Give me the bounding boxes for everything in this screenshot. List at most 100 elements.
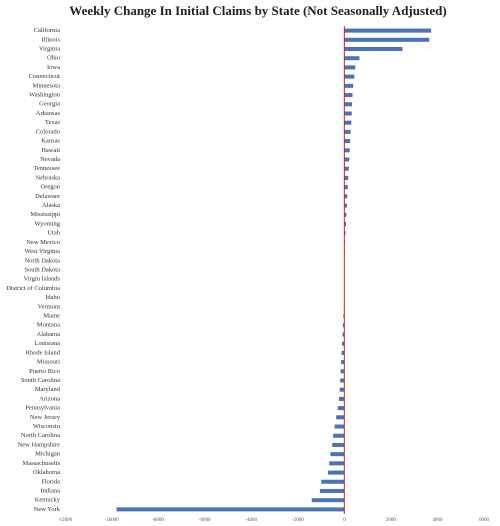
bar (344, 203, 347, 208)
y-tick-label: Montana (37, 322, 60, 329)
y-tick-label: North Carolina (21, 432, 60, 439)
y-tick-label: Oklahoma (33, 469, 60, 476)
y-tick-label: Alaska (42, 202, 60, 209)
y-tick-label: Arkansas (36, 110, 61, 117)
bar (328, 470, 345, 475)
y-tick-label: Vermont (38, 303, 61, 310)
x-tick-label: -10000 (104, 518, 119, 523)
bar (334, 424, 345, 429)
bar (344, 37, 430, 42)
x-tick-label: 0 (343, 518, 346, 523)
bar (330, 452, 345, 457)
y-tick-label: Missouri (37, 359, 60, 366)
y-tick-label: West Virginia (25, 248, 61, 255)
y-tick-label: Louisiana (34, 340, 60, 347)
bar (340, 378, 345, 383)
y-tick-label: Arizona (39, 395, 60, 402)
bar (344, 111, 352, 116)
bar (344, 28, 432, 33)
x-tick-label: 2000 (386, 518, 397, 523)
x-tick-label: 4000 (432, 518, 443, 523)
bar (321, 479, 345, 484)
y-tick-label: Delaware (35, 193, 60, 200)
chart-title: Weekly Change In Initial Claims by State… (69, 3, 446, 18)
y-tick-label: Nebraska (35, 174, 60, 181)
bar (336, 415, 345, 420)
y-tick-label: Wyoming (34, 220, 60, 227)
y-tick-label: Oregon (41, 184, 61, 191)
bar (344, 157, 350, 162)
y-tick-label: South Carolina (21, 377, 60, 384)
bar (344, 74, 355, 79)
y-tick-label: Kentucky (35, 497, 61, 504)
x-tick-label: -4000 (245, 518, 257, 523)
bar (339, 387, 345, 392)
y-tick-label: California (34, 27, 60, 34)
y-tick-label: Virginia (39, 46, 60, 53)
y-tick-label: Michigan (35, 451, 61, 458)
bar (344, 56, 360, 61)
y-tick-label: Indiana (41, 487, 61, 494)
y-tick-label: Massachusetts (22, 460, 60, 467)
bar (337, 406, 345, 411)
bar (329, 461, 345, 466)
bar (332, 442, 345, 447)
y-tick-label: Florida (41, 478, 60, 485)
bar (344, 194, 348, 199)
bar (344, 231, 346, 236)
y-tick-label: Mississippi (30, 211, 60, 218)
y-tick-label: Colorado (36, 128, 60, 135)
bar (344, 93, 353, 98)
y-tick-label: Washington (29, 92, 61, 99)
y-tick-label: District of Columbia (6, 285, 60, 292)
y-tick-label: Tennessee (33, 165, 60, 172)
bar (344, 148, 350, 153)
bar (344, 102, 353, 107)
y-tick-label: Wisconsin (33, 423, 61, 430)
y-tick-label: Puerto Rico (29, 368, 60, 375)
y-tick-label: Utah (47, 230, 60, 237)
bar (342, 341, 345, 346)
y-tick-label: New Jersey (30, 414, 61, 421)
bar (344, 221, 346, 226)
bar (344, 166, 349, 171)
x-tick-label: -12000 (58, 518, 73, 523)
y-tick-label: Iowa (47, 64, 60, 71)
bar (341, 350, 345, 355)
y-tick-label: Georgia (39, 101, 60, 108)
y-tick-label: Alabama (37, 331, 61, 338)
bar (116, 507, 345, 512)
bar (344, 46, 403, 52)
bar (341, 360, 345, 365)
x-tick-label: 6000 (479, 518, 490, 523)
y-tick-label: South Dakota (24, 266, 60, 273)
y-tick-label: Illinois (42, 36, 61, 43)
bar (344, 139, 351, 144)
x-tick-label: -6000 (199, 518, 211, 523)
bar (333, 433, 345, 438)
y-tick-label: New Mexico (26, 239, 60, 246)
y-tick-label: North Dakota (24, 257, 60, 264)
y-tick-label: Maine (43, 313, 60, 320)
bar (342, 323, 345, 328)
y-tick-label: Minnesota (33, 82, 61, 89)
y-tick-label: Ohio (47, 55, 60, 62)
bar (344, 83, 354, 88)
bar (311, 498, 345, 503)
x-tick-label: -8000 (152, 518, 164, 523)
bar (338, 396, 345, 401)
y-tick-label: New York (34, 506, 61, 513)
bar (319, 488, 345, 494)
x-tick-label: -2000 (292, 518, 304, 523)
bar (344, 129, 351, 134)
bar (344, 185, 348, 190)
y-tick-label: Connecticut (29, 73, 61, 80)
y-tick-label: Rhode Island (26, 349, 61, 356)
bar (344, 212, 347, 217)
y-tick-label: New Hampshire (18, 441, 61, 448)
y-tick-label: Texas (45, 119, 61, 126)
bar (344, 120, 352, 125)
y-tick-label: Hawaii (41, 147, 60, 154)
bar (344, 65, 356, 70)
